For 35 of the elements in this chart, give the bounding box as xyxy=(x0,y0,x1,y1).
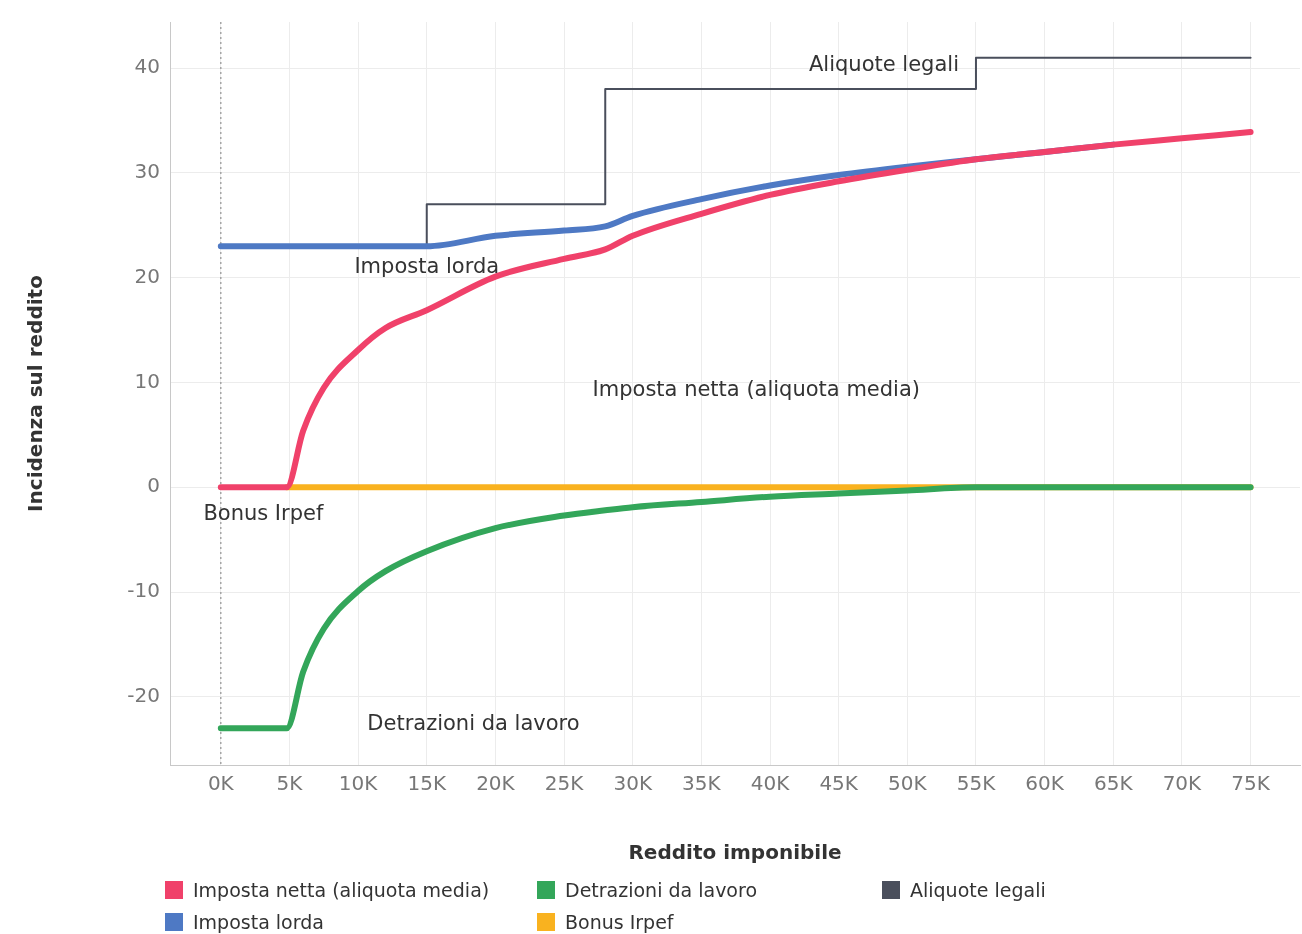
legend-label: Imposta lorda xyxy=(193,911,324,933)
x-tick-label: 65K xyxy=(1093,771,1134,796)
x-tick-label: 5K xyxy=(276,771,304,796)
y-tick-label: -20 xyxy=(127,683,160,708)
x-tick-label: 30K xyxy=(613,771,653,796)
x-tick-label: 75K xyxy=(1231,771,1271,796)
y-tick-label: 40 xyxy=(134,54,160,79)
annotation: Imposta netta (aliquota media) xyxy=(592,377,920,402)
annotation: Detrazioni da lavoro xyxy=(367,710,580,735)
y-tick-label: 20 xyxy=(134,263,160,288)
y-tick-label: 0 xyxy=(147,473,160,498)
x-tick-label: 60K xyxy=(1025,771,1065,796)
y-tick-label: -10 xyxy=(127,578,160,603)
legend-label: Bonus Irpef xyxy=(565,911,674,933)
x-tick-label: 50K xyxy=(888,771,928,796)
x-tick-label: 40K xyxy=(750,771,791,796)
legend-label: Aliquote legali xyxy=(910,879,1046,901)
x-tick-label: 0K xyxy=(207,771,235,796)
legend-label: Detrazioni da lavoro xyxy=(565,879,758,901)
y-tick-label: 10 xyxy=(134,368,160,393)
annotation: Imposta lorda xyxy=(354,253,500,278)
annotation: Bonus Irpef xyxy=(203,500,324,525)
y-axis-title: Incidenza sul reddito xyxy=(23,275,48,512)
x-tick-label: 15K xyxy=(407,771,447,796)
x-tick-label: 35K xyxy=(682,771,722,796)
x-axis-title: Reddito imponibile xyxy=(628,840,842,865)
y-tick-label: 30 xyxy=(134,159,160,184)
x-tick-label: 70K xyxy=(1162,771,1203,796)
legend-label: Imposta netta (aliquota media) xyxy=(193,879,490,901)
x-tick-label: 45K xyxy=(819,771,859,796)
x-tick-label: 20K xyxy=(476,771,516,796)
x-tick-label: 55K xyxy=(956,771,997,796)
x-tick-label: 10K xyxy=(338,771,379,796)
annotation: Aliquote legali xyxy=(808,52,959,77)
x-tick-label: 25K xyxy=(544,771,585,796)
